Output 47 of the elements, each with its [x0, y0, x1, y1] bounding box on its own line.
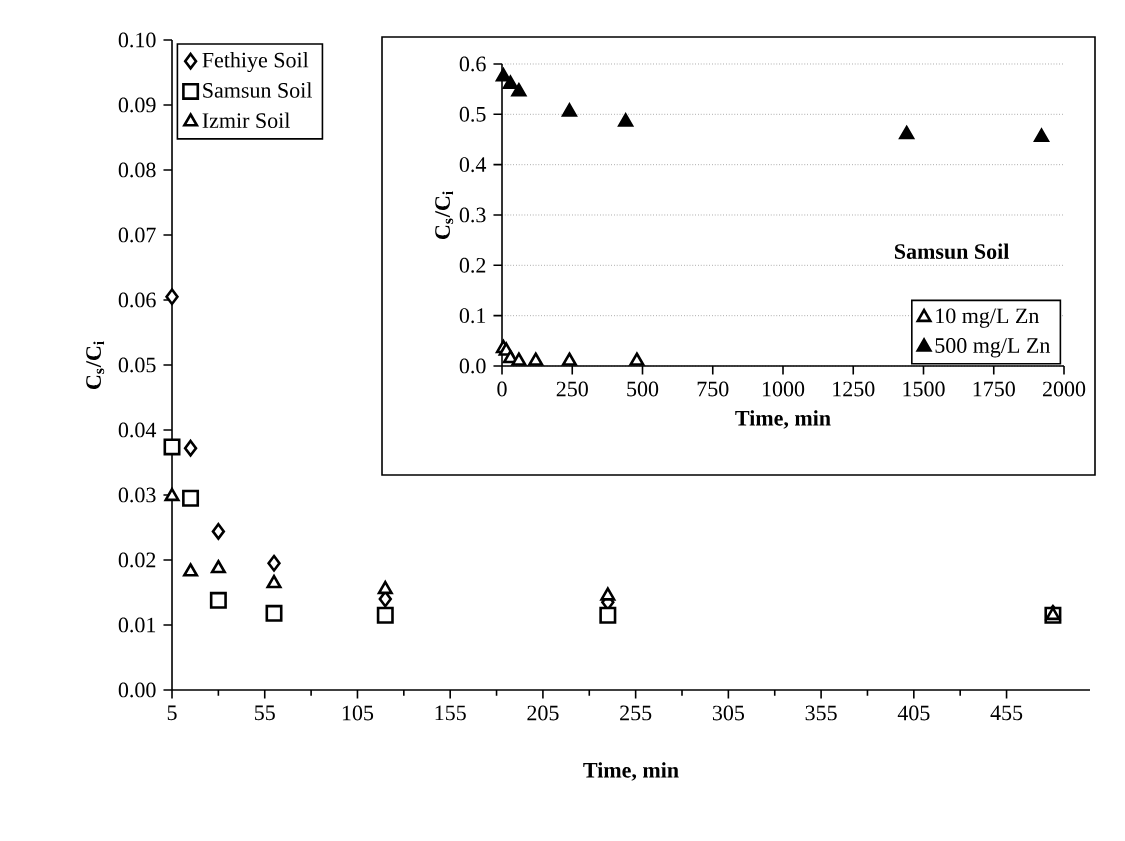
legend-title: Samsun Soil: [894, 243, 1009, 260]
legend-label: 500 mg/L Zn: [935, 338, 1051, 358]
x-tick-label: 250: [556, 381, 588, 397]
y-tick-label: 0.5: [459, 106, 486, 122]
x-tick-label: 1750: [973, 381, 1015, 397]
x-tick-label: 5: [167, 705, 177, 721]
x-tick-label: 405: [897, 705, 930, 721]
x-tick-label: 355: [805, 705, 837, 721]
y-tick-label: 0.00: [118, 682, 156, 698]
legend-label: 10 mg/L Zn: [936, 308, 1040, 328]
x-tick-label: 0: [497, 381, 507, 397]
x-tick-label: 255: [620, 705, 652, 721]
y-tick-label: 0.3: [459, 207, 486, 223]
x-tick-label: 305: [712, 705, 744, 721]
y-tick-label: 0.6: [459, 56, 486, 72]
y-tick-label: 0.08: [118, 162, 156, 178]
y-tick-label: 0.0: [459, 358, 486, 374]
legend-label: Samsun Soil: [203, 82, 312, 98]
y-axis-title: C$_{s}$/C$_{i}$: [435, 191, 454, 240]
legend-label: Fethiye Soil: [202, 52, 309, 73]
y-tick-label: 0.01: [118, 617, 156, 633]
y-tick-label: 0.2: [459, 257, 486, 273]
x-tick-label: 455: [990, 705, 1023, 721]
x-tick-label: 750: [697, 381, 729, 397]
x-tick-label: 500: [627, 381, 659, 397]
x-tick-label: 1000: [762, 381, 805, 397]
y-axis-title: C$_{s}$/C$_{i}$: [86, 341, 105, 389]
y-tick-label: 0.06: [118, 292, 156, 308]
y-tick-label: 0.10: [118, 32, 156, 48]
x-tick-label: 105: [342, 705, 374, 721]
x-tick-label: 155: [435, 705, 466, 721]
x-tick-label: 205: [527, 705, 559, 721]
x-tick-label: 55: [255, 705, 275, 721]
y-tick-label: 0.1: [459, 308, 486, 324]
y-tick-label: 0.4: [459, 157, 487, 173]
y-tick-label: 0.04: [118, 422, 157, 438]
y-tick-label: 0.02: [118, 552, 156, 568]
x-axis-title: Time, min: [583, 762, 679, 781]
y-tick-label: 0.07: [118, 227, 156, 243]
x-tick-label: 1250: [833, 381, 875, 397]
y-tick-label: 0.05: [118, 357, 156, 373]
y-tick-label: 0.03: [118, 487, 156, 503]
y-tick-label: 0.09: [118, 97, 156, 113]
legend-label: Izmir Soil: [202, 112, 290, 129]
x-tick-label: 2000: [1042, 381, 1086, 397]
x-axis-title: Time, min: [735, 410, 831, 429]
x-tick-label: 1500: [903, 381, 945, 397]
